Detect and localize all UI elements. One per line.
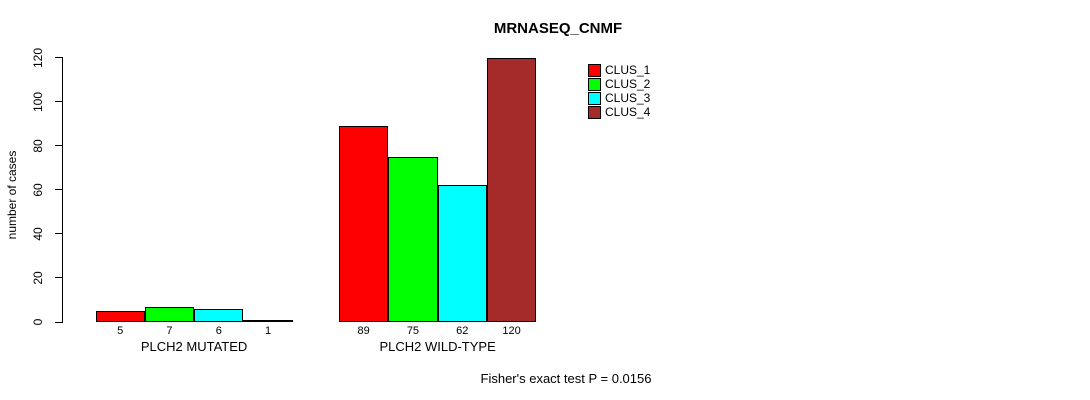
y-tick-label: 0 [31,318,45,326]
legend-label: CLUS_4 [605,105,651,119]
y-tick-mark [55,321,62,323]
legend-label: CLUS_3 [605,91,651,105]
y-tick-mark [55,57,62,58]
y-tick-label: 20 [31,271,45,285]
group-label-wild-type: PLCH2 WILD-TYPE [379,339,496,354]
bar-clus_3-wild-type [437,185,487,322]
bar-value-label: 89 [357,325,370,337]
bar-clus_3-mutated [194,308,244,322]
y-tick-mark [55,277,62,279]
legend-item: CLUS_2 [588,77,650,91]
bar-clus_4-mutated [243,319,293,322]
y-tick-mark [55,145,62,147]
y-tick-label: 60 [31,183,45,197]
legend-label: CLUS_1 [605,63,651,77]
bar-clus_4-wild-type [486,57,537,322]
legend-item: CLUS_4 [588,105,650,119]
legend-swatch-clus-3 [588,91,601,105]
legend: CLUS_1 CLUS_2 CLUS_3 CLUS_4 [588,63,650,119]
fisher-test-annotation: Fisher's exact test P = 0.0156 [480,371,652,386]
legend-item: CLUS_3 [588,91,650,105]
group-label-mutated: PLCH2 MUTATED [140,339,248,354]
bar-value-label: 75 [406,325,420,337]
legend-swatch-clus-1 [588,63,601,77]
bar-clus_2-wild-type [388,156,438,322]
bar-value-label: 6 [215,325,222,337]
y-tick-mark [55,101,62,103]
y-tick-label: 40 [31,227,45,241]
y-axis-line [62,57,63,323]
y-tick-mark [55,189,62,191]
bar-value-label: 7 [166,325,173,337]
bar-clus_1-wild-type [339,125,389,322]
legend-label: CLUS_2 [605,77,651,91]
legend-swatch-clus-2 [588,77,601,91]
bar-value-label: 62 [456,325,469,337]
legend-item: CLUS_1 [588,63,650,77]
bar-value-label: 120 [502,325,521,337]
bar-clus_1-mutated [95,310,145,322]
bar-clus_2-mutated [144,306,195,322]
y-tick-label: 80 [31,138,45,153]
y-axis-label: number of cases [5,150,19,240]
y-tick-mark [55,233,62,235]
bar-value-label: 1 [264,325,272,337]
bar-value-label: 5 [117,325,124,337]
y-tick-label: 100 [31,91,45,112]
legend-swatch-clus-4 [588,105,601,119]
y-tick-label: 120 [31,47,45,68]
chart-title: MRNASEQ_CNMF [493,20,623,37]
